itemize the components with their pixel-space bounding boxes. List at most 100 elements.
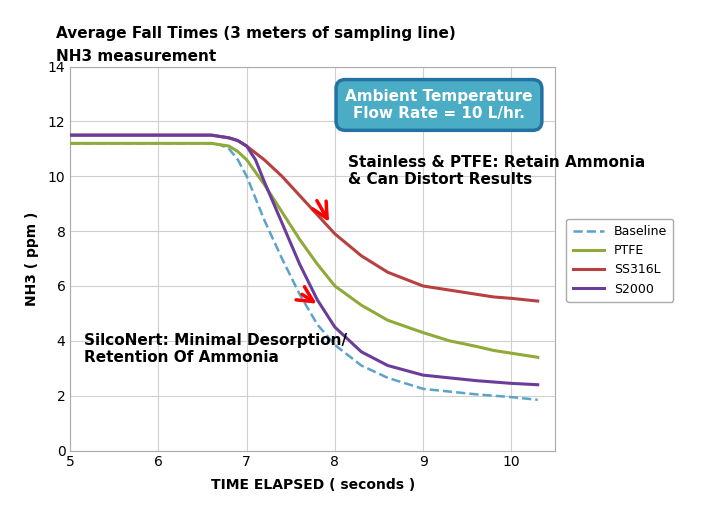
- PTFE: [419, 330, 427, 336]
- Baseline: [507, 394, 515, 400]
- S2000: [260, 179, 269, 185]
- Baseline: [233, 157, 242, 163]
- PTFE: [472, 343, 480, 349]
- Baseline: [357, 362, 366, 369]
- S2000: [207, 132, 216, 138]
- Baseline: [534, 397, 542, 403]
- PTFE: [445, 338, 453, 344]
- SS316L: [445, 287, 453, 293]
- PTFE: [489, 347, 498, 353]
- X-axis label: TIME ELAPSED ( seconds ): TIME ELAPSED ( seconds ): [211, 478, 415, 492]
- PTFE: [110, 140, 119, 146]
- Baseline: [154, 140, 162, 146]
- SS316L: [243, 143, 251, 149]
- Legend: Baseline, PTFE, SS316L, S2000: Baseline, PTFE, SS316L, S2000: [567, 219, 673, 302]
- SS316L: [278, 173, 286, 179]
- Text: SilcoNert: Minimal Desorption/
Retention Of Ammonia: SilcoNert: Minimal Desorption/ Retention…: [84, 333, 347, 365]
- S2000: [66, 132, 75, 138]
- PTFE: [313, 261, 321, 267]
- S2000: [251, 157, 259, 163]
- Baseline: [489, 393, 498, 399]
- PTFE: [295, 237, 304, 243]
- S2000: [278, 220, 286, 226]
- PTFE: [384, 317, 392, 324]
- PTFE: [357, 302, 366, 308]
- Line: PTFE: PTFE: [70, 143, 538, 357]
- Line: SS316L: SS316L: [70, 135, 538, 301]
- Baseline: [243, 173, 251, 179]
- S2000: [295, 261, 304, 267]
- PTFE: [243, 157, 251, 163]
- Baseline: [66, 140, 75, 146]
- SS316L: [384, 269, 392, 275]
- Baseline: [225, 146, 233, 152]
- S2000: [489, 379, 498, 385]
- PTFE: [198, 140, 207, 146]
- PTFE: [225, 143, 233, 149]
- S2000: [330, 324, 339, 330]
- Text: Stainless & PTFE: Retain Ammonia
& Can Distort Results: Stainless & PTFE: Retain Ammonia & Can D…: [348, 155, 645, 187]
- Baseline: [313, 322, 321, 328]
- PTFE: [534, 354, 542, 360]
- Baseline: [198, 140, 207, 146]
- S2000: [216, 134, 224, 140]
- PTFE: [278, 209, 286, 215]
- S2000: [154, 132, 162, 138]
- Baseline: [216, 142, 224, 148]
- Text: Ambient Temperature
Flow Rate = 10 L/hr.: Ambient Temperature Flow Rate = 10 L/hr.: [345, 89, 533, 121]
- Baseline: [419, 386, 427, 392]
- SS316L: [313, 211, 321, 218]
- S2000: [357, 349, 366, 355]
- SS316L: [154, 132, 162, 138]
- S2000: [419, 372, 427, 378]
- SS316L: [357, 253, 366, 259]
- S2000: [243, 143, 251, 149]
- PTFE: [507, 350, 515, 356]
- SS316L: [260, 157, 269, 163]
- PTFE: [233, 148, 242, 155]
- SS316L: [295, 193, 304, 199]
- SS316L: [110, 132, 119, 138]
- Baseline: [278, 255, 286, 262]
- SS316L: [207, 132, 216, 138]
- Text: NH3 measurement: NH3 measurement: [56, 49, 217, 63]
- SS316L: [534, 298, 542, 304]
- S2000: [225, 135, 233, 141]
- SS316L: [225, 135, 233, 141]
- Y-axis label: NH3 ( ppm ): NH3 ( ppm ): [25, 211, 39, 306]
- Baseline: [384, 375, 392, 381]
- Baseline: [251, 195, 259, 201]
- PTFE: [260, 181, 269, 187]
- PTFE: [330, 283, 339, 289]
- PTFE: [154, 140, 162, 146]
- PTFE: [207, 140, 216, 146]
- Baseline: [330, 342, 339, 348]
- SS316L: [489, 294, 498, 300]
- Baseline: [207, 140, 216, 146]
- SS316L: [507, 295, 515, 302]
- Baseline: [445, 389, 453, 395]
- SS316L: [66, 132, 75, 138]
- PTFE: [66, 140, 75, 146]
- S2000: [233, 138, 242, 144]
- Baseline: [260, 217, 269, 223]
- SS316L: [233, 138, 242, 144]
- S2000: [507, 380, 515, 387]
- Baseline: [110, 140, 119, 146]
- S2000: [445, 375, 453, 381]
- PTFE: [216, 142, 224, 148]
- S2000: [110, 132, 119, 138]
- S2000: [384, 362, 392, 369]
- SS316L: [198, 132, 207, 138]
- Baseline: [295, 291, 304, 297]
- Baseline: [472, 391, 480, 397]
- Line: S2000: S2000: [70, 135, 538, 385]
- S2000: [472, 377, 480, 383]
- SS316L: [216, 134, 224, 140]
- SS316L: [472, 291, 480, 297]
- Line: Baseline: Baseline: [70, 143, 538, 400]
- S2000: [534, 381, 542, 388]
- S2000: [313, 296, 321, 303]
- SS316L: [330, 231, 339, 237]
- S2000: [198, 132, 207, 138]
